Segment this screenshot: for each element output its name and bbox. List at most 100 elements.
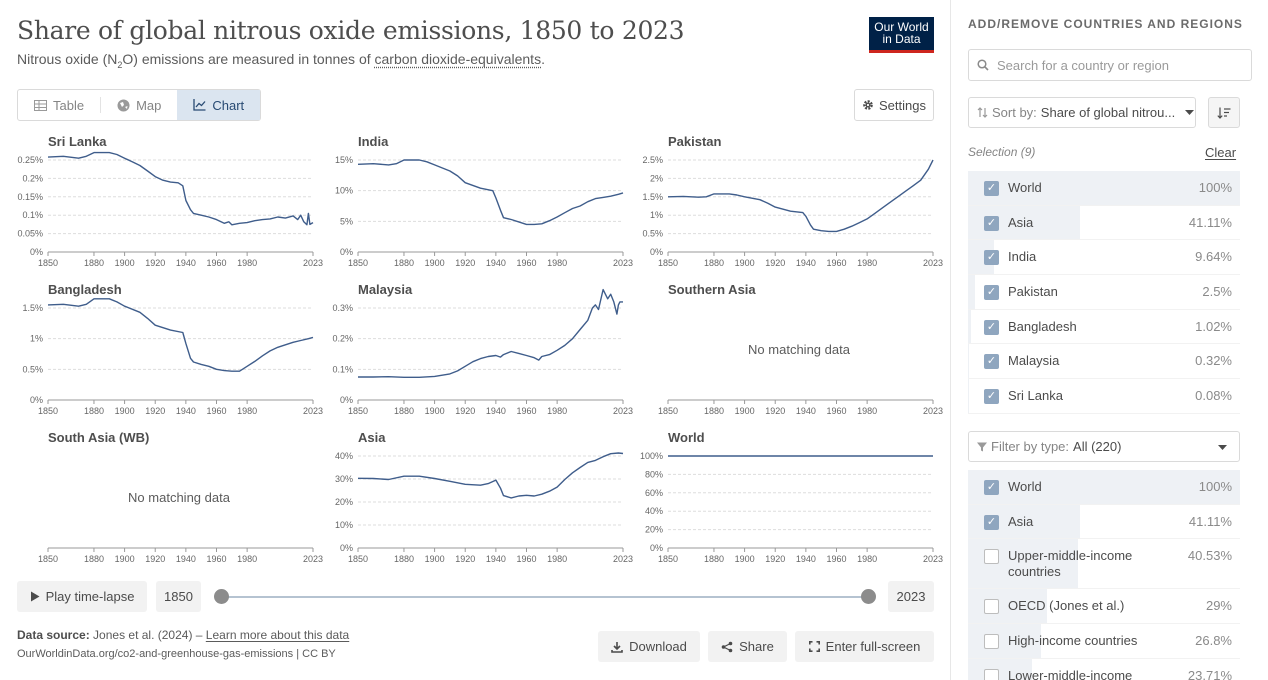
x-tick-label: 1880 [84, 258, 104, 268]
entity-checkbox[interactable]: ✓ [984, 480, 999, 495]
entity-checkbox[interactable]: ✓ [984, 389, 999, 405]
entity-row[interactable]: ✓ World 100% [968, 171, 1240, 206]
x-tick-label: 2023 [613, 406, 633, 416]
sort-order-button[interactable] [1208, 97, 1240, 128]
entity-row[interactable]: ✓ Bangladesh 1.02% [968, 309, 1240, 345]
x-tick-label: 1880 [704, 554, 724, 564]
entity-checkbox[interactable] [984, 634, 999, 650]
data-source: Data source: Jones et al. (2024) – Learn… [17, 628, 349, 642]
entity-checkbox[interactable]: ✓ [984, 285, 999, 301]
entity-row[interactable]: ✓ Pakistan 2.5% [968, 275, 1240, 310]
entity-value: 2.5% [1202, 284, 1232, 300]
clear-selection-button[interactable]: Clear [1205, 145, 1237, 160]
x-tick-label: 1850 [38, 554, 58, 564]
entity-value: 41.11% [1188, 214, 1232, 230]
x-tick-label: 1920 [455, 258, 475, 268]
logo-line2: in Data [882, 32, 921, 46]
play-timelapse-button[interactable]: Play time-lapse [17, 581, 147, 612]
x-tick-label: 1900 [735, 258, 755, 268]
y-tick-label: 80% [645, 469, 663, 479]
owid-logo[interactable]: Our World in Data [869, 17, 934, 53]
entity-value: 0.08% [1195, 388, 1232, 404]
x-tick-label: 1850 [658, 554, 678, 564]
sort-dropdown[interactable]: Sort by: Share of global nitrou... [968, 97, 1196, 128]
entity-row[interactable]: ✓ Sri Lanka 0.08% [968, 379, 1240, 414]
entity-checkbox[interactable] [984, 668, 999, 680]
timeline-track[interactable] [221, 596, 868, 598]
y-tick-label: 0% [340, 543, 353, 553]
x-tick-label: 1980 [547, 258, 567, 268]
tab-chart[interactable]: Chart [177, 90, 261, 120]
search-placeholder: Search for a country or region [997, 57, 1169, 73]
tab-table[interactable]: Table [18, 90, 100, 120]
timeline-start-year[interactable]: 1850 [156, 581, 201, 612]
entity-value: 40.53% [1187, 548, 1232, 564]
share-button[interactable]: Share [708, 631, 787, 662]
x-tick-label: 2023 [613, 554, 633, 564]
x-tick-label: 1920 [455, 406, 475, 416]
entity-row[interactable]: Lower-middle-income 23.71% [968, 658, 1240, 680]
search-icon [977, 59, 989, 71]
y-tick-label: 0% [30, 395, 43, 405]
x-tick-label: 1850 [38, 406, 58, 416]
x-tick-label: 1940 [176, 554, 196, 564]
y-tick-label: 0.05% [17, 229, 43, 239]
x-tick-label: 1980 [237, 258, 257, 268]
page-subtitle: Nitrous oxide (N2O) emissions are measur… [17, 51, 545, 70]
entity-value: 26.8% [1195, 633, 1232, 649]
entity-checkbox[interactable]: ✓ [984, 514, 999, 530]
entity-row[interactable]: OECD (Jones et al.) 29% [968, 589, 1240, 625]
x-tick-label: 1900 [425, 406, 445, 416]
entity-name: India [1008, 249, 1037, 265]
y-tick-label: 0% [340, 247, 353, 257]
x-tick-label: 1900 [735, 554, 755, 564]
timeline-start-handle[interactable] [214, 589, 229, 604]
fullscreen-button[interactable]: Enter full-screen [795, 631, 934, 662]
entity-row[interactable]: High-income countries 26.8% [968, 624, 1240, 659]
timeline-end-year[interactable]: 2023 [888, 581, 934, 612]
no-data-message: No matching data [748, 342, 850, 357]
filter-type-dropdown[interactable]: Filter by type: All (220) [968, 431, 1240, 462]
y-tick-label: 0.3% [332, 303, 353, 313]
y-tick-label: 100% [640, 451, 663, 461]
search-input[interactable]: Search for a country or region [968, 49, 1252, 81]
series-line [357, 452, 624, 499]
entity-row[interactable]: ✓ Malaysia 0.32% [968, 344, 1240, 380]
entity-row[interactable]: Upper-middle-income countries 40.53% [968, 539, 1240, 590]
series-line [358, 288, 623, 378]
timeline-end-handle[interactable] [861, 589, 876, 604]
co2eq-link[interactable]: carbon dioxide-equivalents [374, 51, 542, 67]
entity-name: Sri Lanka [1008, 388, 1063, 404]
y-tick-label: 20% [645, 525, 663, 535]
chart-title: Bangladesh [48, 282, 122, 297]
entity-checkbox[interactable] [984, 549, 999, 565]
entity-checkbox[interactable]: ✓ [984, 354, 999, 370]
x-tick-label: 1960 [826, 406, 846, 416]
selected-entities-list: ✓ World 100% ✓ Asia 41.11% ✓ India 9.64% ✓ Pakista… [968, 171, 1240, 414]
entity-checkbox[interactable]: ✓ [984, 181, 999, 196]
chart-title: Asia [358, 430, 386, 445]
entity-checkbox[interactable]: ✓ [984, 319, 999, 335]
entity-checkbox[interactable] [984, 599, 999, 615]
download-button[interactable]: Download [598, 631, 700, 662]
x-tick-label: 1850 [38, 258, 58, 268]
y-tick-label: 2.5% [642, 155, 663, 165]
tab-map[interactable]: Map [100, 97, 177, 113]
entity-checkbox[interactable]: ✓ [984, 215, 999, 231]
y-tick-label: 15% [335, 155, 353, 165]
entity-name: Lower-middle-income [1008, 667, 1133, 680]
entity-row[interactable]: ✓ Asia 41.11% [968, 205, 1240, 241]
share-bar [968, 470, 1240, 504]
source-url[interactable]: OurWorldinData.org/co2-and-greenhouse-ga… [17, 648, 336, 660]
entity-row[interactable]: ✓ World 100% [968, 470, 1240, 505]
download-label: Download [629, 639, 687, 654]
sort-value: Share of global nitrou... [1040, 105, 1176, 120]
settings-button[interactable]: Settings [854, 89, 934, 121]
entity-checkbox[interactable]: ✓ [984, 250, 999, 266]
entity-row[interactable]: ✓ India 9.64% [968, 240, 1240, 276]
x-tick-label: 1980 [547, 554, 567, 564]
entity-row[interactable]: ✓ Asia 41.11% [968, 504, 1240, 540]
entity-value: 41.11% [1188, 513, 1232, 529]
learn-more-link[interactable]: Learn more about this data [205, 628, 350, 642]
y-tick-label: 60% [645, 488, 663, 498]
